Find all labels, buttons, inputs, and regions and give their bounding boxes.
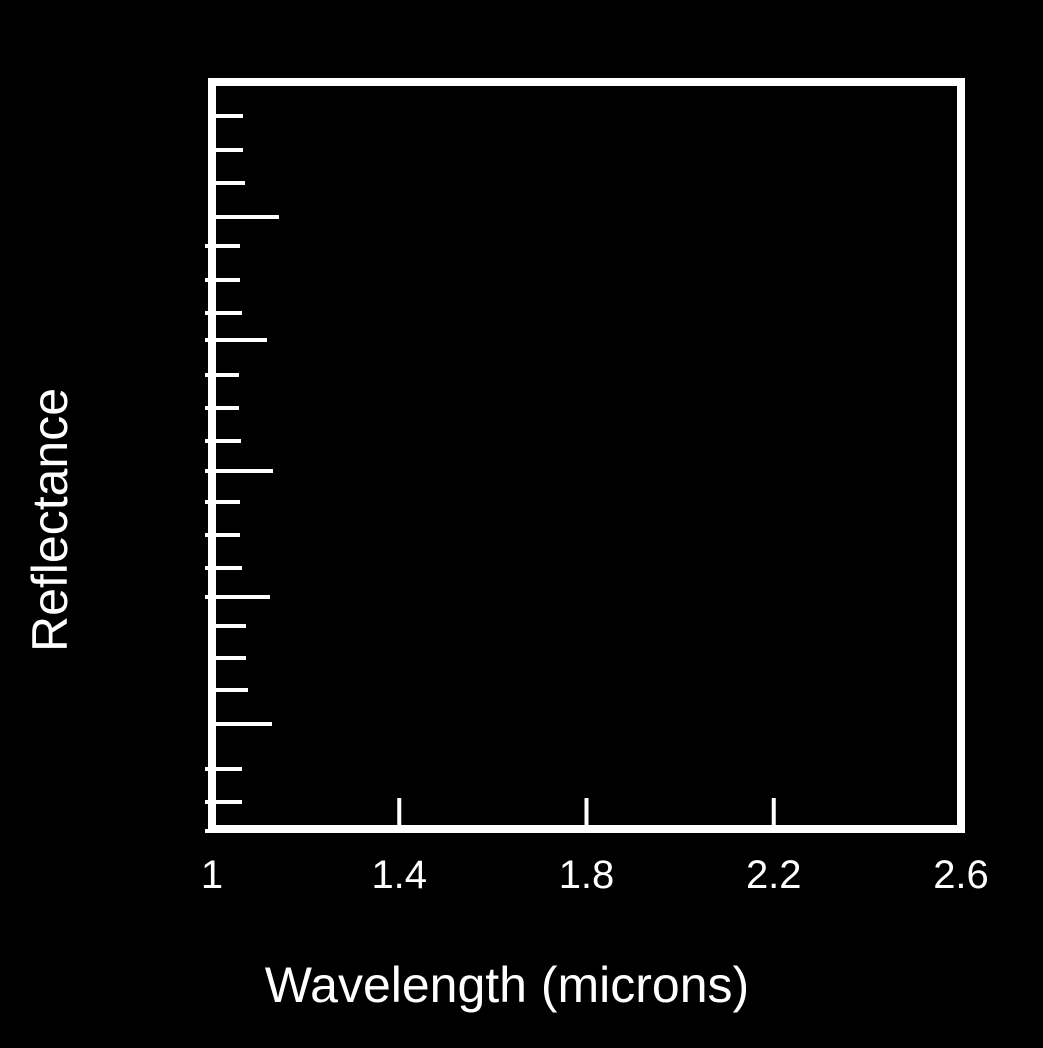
x-axis-tick-labels: 1 1.4 1.8 2.2 2.6 xyxy=(201,853,989,897)
x-tick-label: 1.4 xyxy=(371,853,427,897)
x-axis-title: Wavelength (microns) xyxy=(265,957,749,1013)
x-tick-label: 1.8 xyxy=(559,853,615,897)
y-axis-ticks xyxy=(205,114,279,833)
x-tick-label: 1 xyxy=(201,853,223,897)
y-axis-title: Reflectance xyxy=(22,388,78,652)
plot-frame xyxy=(208,78,965,833)
x-tick-label: 2.2 xyxy=(746,853,802,897)
x-tick-label: 2.6 xyxy=(933,853,989,897)
x-axis-ticks xyxy=(397,798,776,829)
